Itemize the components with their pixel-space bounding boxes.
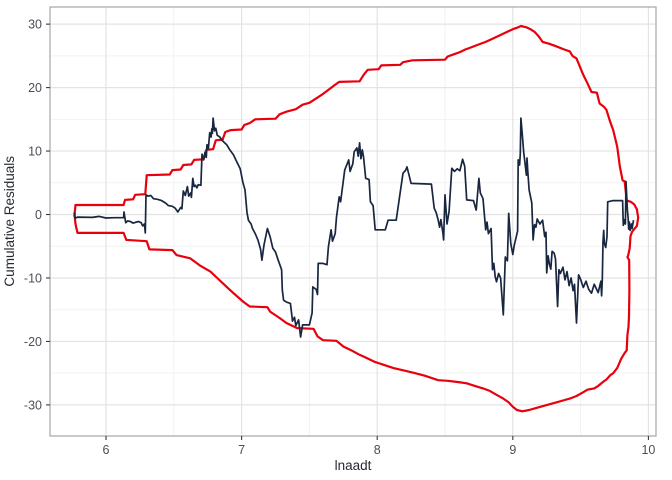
envelope-line [73, 24, 640, 413]
y-axis-title: Cumulative Residuals [2, 7, 17, 436]
x-tick-label: 10 [641, 443, 655, 457]
y-tick-label: 10 [28, 145, 42, 159]
x-axis-title: lnaadt [334, 458, 372, 473]
y-tick-label: 30 [28, 18, 42, 32]
y-tick-label: 20 [28, 81, 42, 95]
x-tick-label: 9 [509, 443, 516, 457]
plot-panel [50, 7, 656, 436]
x-tick-label: 6 [103, 443, 110, 457]
y-tick-label: -20 [24, 335, 42, 349]
y-axis-title-text: Cumulative Residuals [2, 156, 17, 287]
y-tick-label: 0 [35, 208, 42, 222]
y-tick-label: -10 [24, 271, 42, 285]
residuals-line [73, 117, 635, 338]
y-tick-label: -30 [24, 398, 42, 412]
x-tick-label: 7 [238, 443, 245, 457]
x-tick-label: 8 [374, 443, 381, 457]
panel-border [49, 6, 657, 437]
